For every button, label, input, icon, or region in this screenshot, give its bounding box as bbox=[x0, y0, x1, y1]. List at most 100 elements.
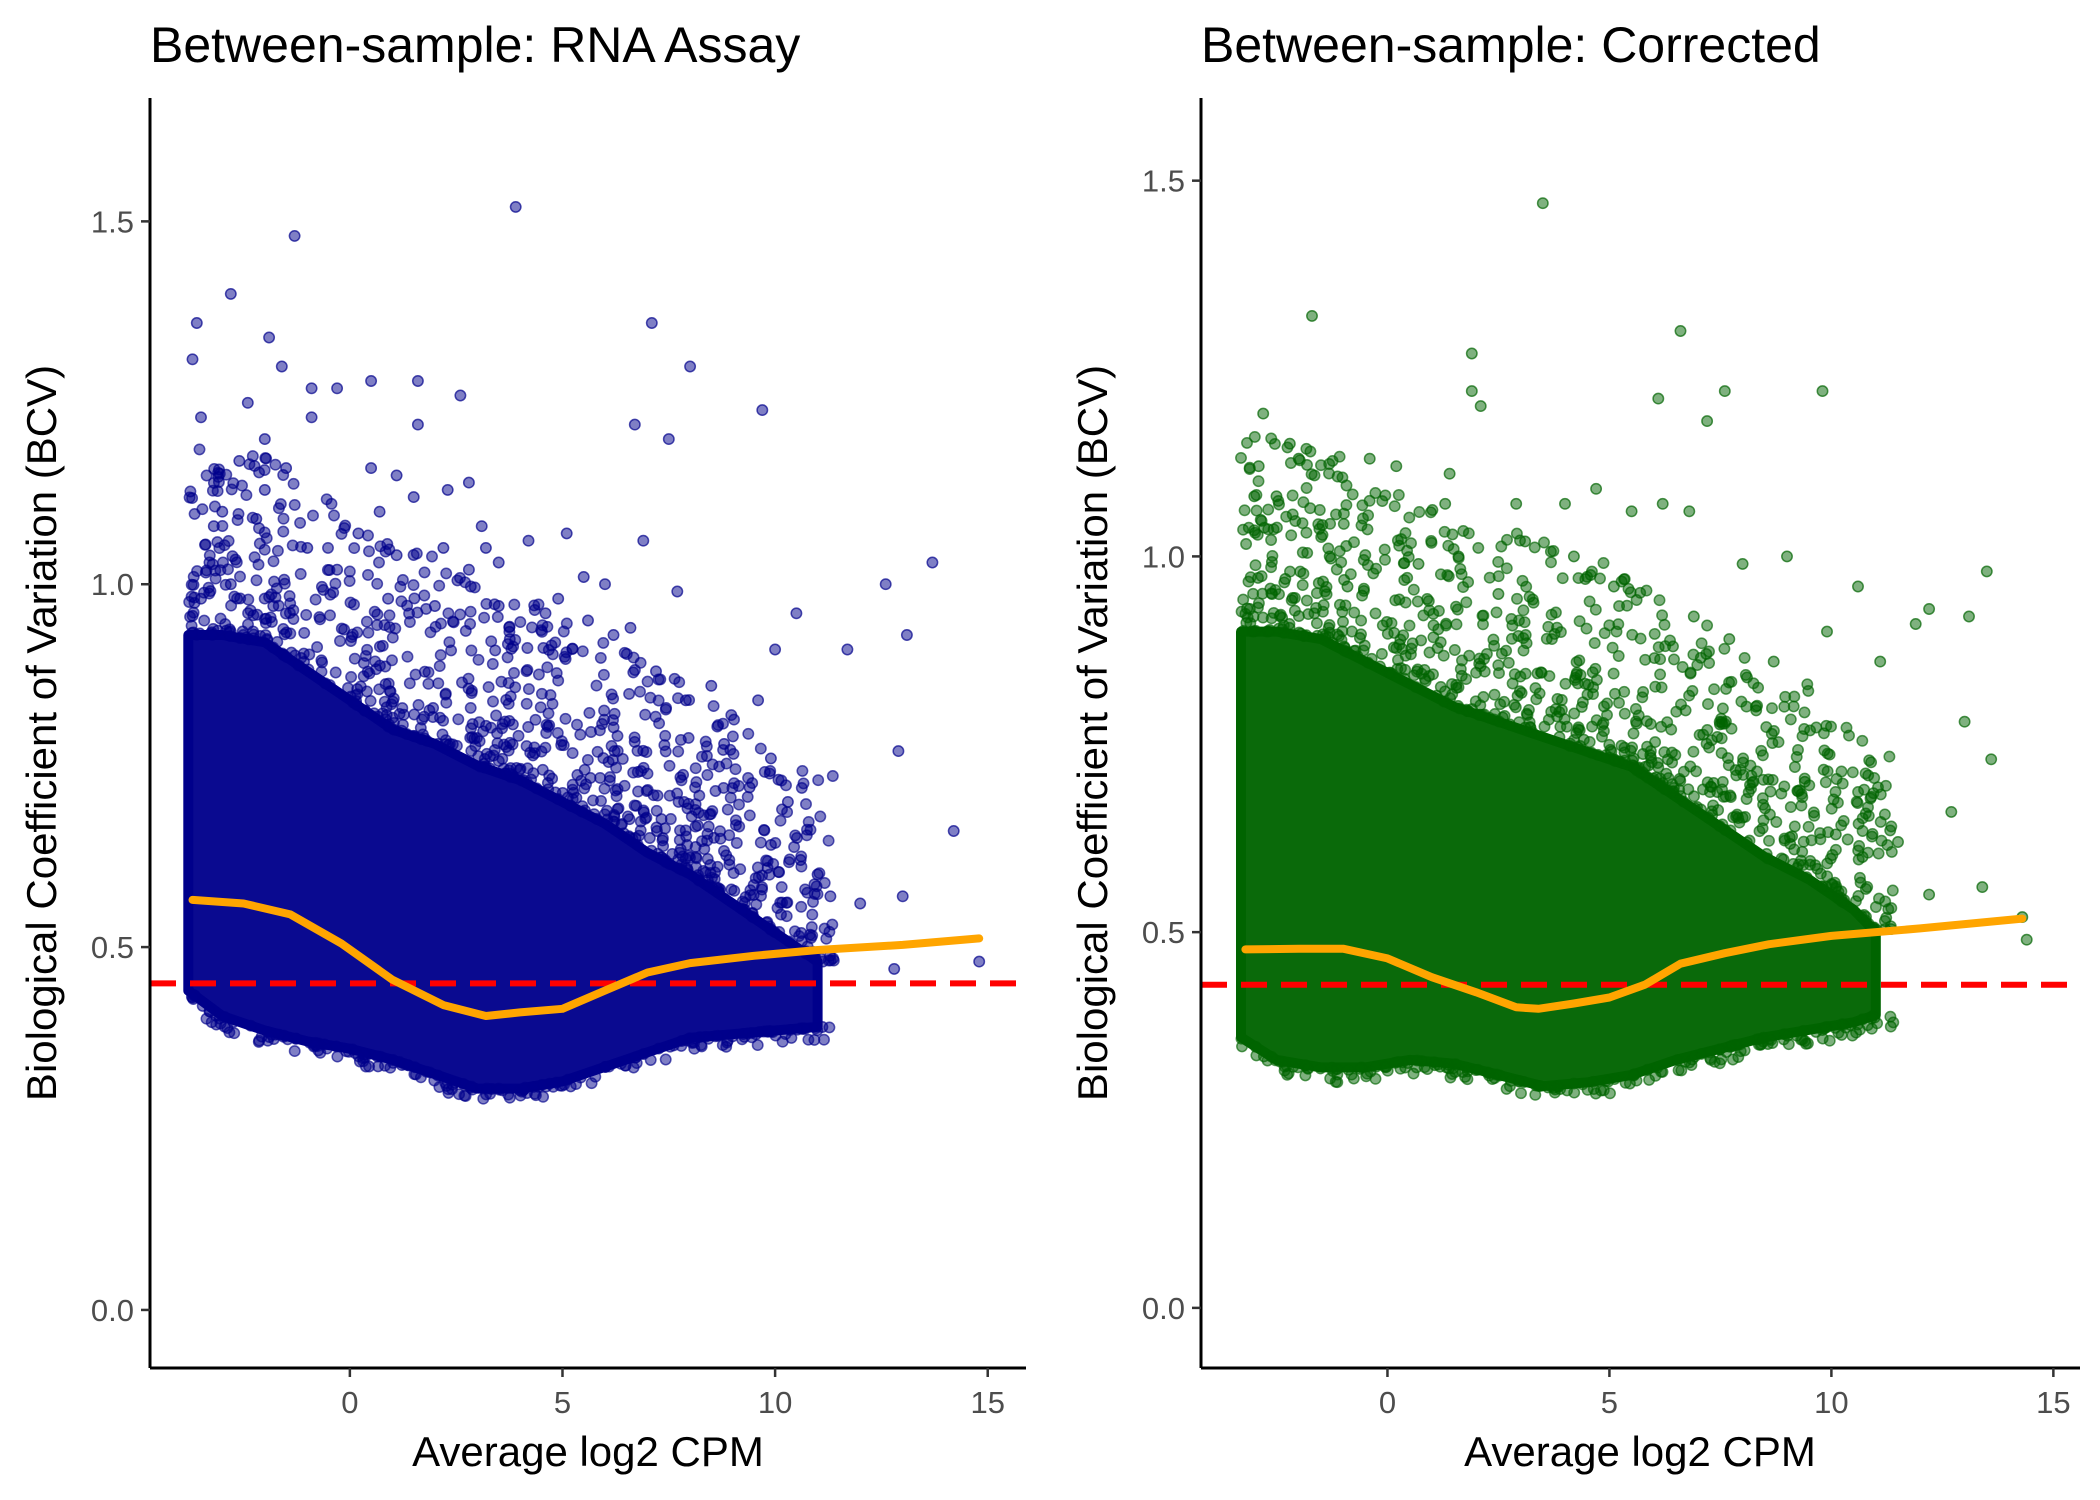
gene-point bbox=[681, 862, 693, 875]
outlier-point bbox=[679, 694, 692, 707]
gene-point bbox=[1551, 1080, 1564, 1093]
gene-point bbox=[797, 777, 810, 790]
gene-point bbox=[1517, 604, 1530, 617]
gene-point bbox=[1602, 1075, 1614, 1088]
gene-point bbox=[1524, 720, 1536, 733]
gene-point bbox=[1639, 653, 1652, 666]
gene-point bbox=[277, 525, 290, 538]
gene-point bbox=[1375, 647, 1388, 660]
gene-point bbox=[394, 580, 407, 593]
gene-point bbox=[411, 606, 424, 619]
gene-point bbox=[700, 740, 713, 753]
outlier-point bbox=[1492, 588, 1505, 600]
gene-point bbox=[1575, 700, 1588, 713]
gene-point bbox=[536, 619, 549, 632]
gene-point bbox=[1427, 619, 1440, 632]
gene-point bbox=[1501, 533, 1513, 546]
gene-point bbox=[1346, 488, 1359, 501]
outlier-point bbox=[1856, 851, 1869, 863]
gene-point bbox=[1311, 629, 1324, 642]
outlier-point bbox=[1687, 610, 1700, 623]
gene-point bbox=[541, 776, 554, 789]
gene-point bbox=[552, 674, 565, 687]
gene-point bbox=[1258, 521, 1271, 534]
gene-point bbox=[512, 729, 525, 742]
gene-point bbox=[344, 596, 357, 609]
gene-point bbox=[696, 750, 708, 763]
gene-point bbox=[271, 635, 284, 648]
gene-point bbox=[373, 556, 385, 569]
outlier-point bbox=[1874, 655, 1887, 668]
gene-point bbox=[246, 450, 259, 463]
outlier-point bbox=[1443, 467, 1456, 480]
gene-point bbox=[754, 742, 767, 755]
gene-point bbox=[345, 671, 358, 683]
outlier-point bbox=[224, 287, 237, 300]
gene-point bbox=[1442, 539, 1455, 552]
gene-point bbox=[1276, 1055, 1289, 1068]
gene-point bbox=[675, 774, 688, 787]
gene-point bbox=[728, 713, 740, 726]
gene-point bbox=[1612, 650, 1625, 662]
gene-point bbox=[721, 803, 734, 816]
gene-point bbox=[1757, 1035, 1770, 1048]
gene-point bbox=[812, 774, 825, 787]
gene-point bbox=[1609, 754, 1621, 767]
outlier-point bbox=[841, 643, 854, 656]
gene-point bbox=[1573, 615, 1586, 628]
gene-point bbox=[1456, 654, 1468, 667]
y-axis-title: Biological Coefficient of Variation (BCV… bbox=[1069, 365, 1116, 1101]
gene-point bbox=[1336, 471, 1349, 484]
gene-point bbox=[1788, 690, 1801, 703]
outlier-point bbox=[1292, 452, 1305, 465]
outlier-point bbox=[411, 375, 424, 387]
gene-point bbox=[270, 582, 283, 595]
gene-point bbox=[1452, 700, 1465, 712]
gene-point bbox=[1835, 1028, 1848, 1041]
gene-point bbox=[418, 566, 431, 579]
gene-point bbox=[1618, 573, 1630, 586]
gene-point bbox=[1314, 1062, 1327, 1075]
gene-point bbox=[1241, 436, 1253, 449]
gene-point bbox=[487, 695, 499, 708]
gene-point bbox=[1843, 729, 1855, 742]
gene-point bbox=[459, 624, 472, 637]
plot-area bbox=[150, 200, 1026, 1105]
gene-point bbox=[741, 790, 754, 803]
outlier-point bbox=[288, 229, 301, 242]
x-tick-label: 5 bbox=[1601, 1385, 1618, 1420]
gene-point bbox=[1650, 771, 1663, 784]
gene-point bbox=[351, 688, 364, 701]
outlier-point bbox=[752, 694, 765, 707]
gene-point bbox=[1640, 715, 1653, 728]
gene-point bbox=[440, 567, 453, 580]
gene-point bbox=[1850, 795, 1863, 808]
gene-point bbox=[1866, 827, 1879, 840]
gene-point bbox=[1858, 783, 1871, 796]
gene-point bbox=[294, 516, 307, 529]
gene-point bbox=[1666, 756, 1679, 769]
gene-point bbox=[1717, 790, 1730, 803]
gene-point bbox=[633, 829, 646, 842]
gene-point bbox=[826, 770, 839, 782]
gene-point bbox=[1672, 1064, 1685, 1077]
gene-point bbox=[1798, 706, 1811, 719]
gene-point bbox=[300, 608, 313, 621]
gene-point bbox=[1573, 724, 1586, 737]
gene-point bbox=[1252, 475, 1265, 488]
gene-point bbox=[1322, 630, 1335, 643]
outlier-point bbox=[331, 382, 344, 395]
gene-point bbox=[209, 564, 222, 577]
gene-point bbox=[637, 744, 650, 757]
gene-point bbox=[535, 687, 548, 700]
gene-point bbox=[1854, 876, 1867, 889]
gene-point bbox=[1442, 1058, 1455, 1071]
gene-point bbox=[1626, 628, 1639, 641]
gene-point bbox=[234, 570, 246, 583]
gene-point bbox=[486, 658, 499, 670]
gene-point bbox=[1551, 621, 1563, 634]
outlier-point bbox=[352, 527, 365, 540]
gene-point bbox=[1861, 1019, 1874, 1032]
gene-point bbox=[361, 643, 374, 656]
gene-point bbox=[1490, 606, 1503, 619]
